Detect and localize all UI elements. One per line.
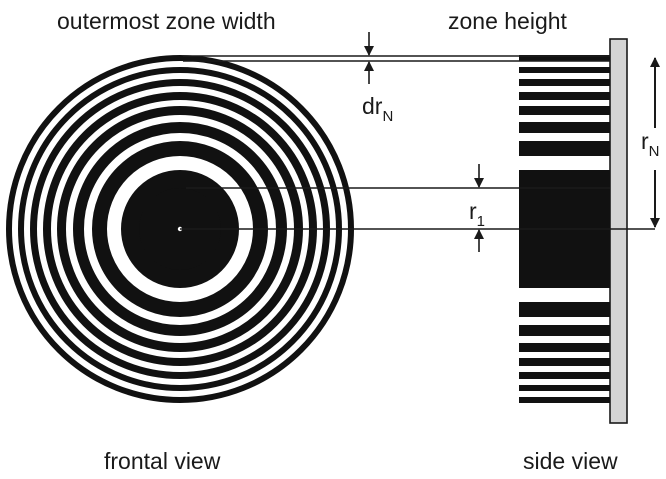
side-bar-bottom-2 [519, 385, 610, 391]
reference-lines [180, 55, 655, 230]
side-bar-top-2 [519, 67, 610, 73]
side-bar-top-1 [519, 55, 610, 61]
side-bar-bottom-3 [519, 372, 610, 379]
label-outermost-zone-width: outermost zone width [57, 8, 276, 34]
side-bar-top-4 [519, 92, 610, 100]
symbol-rN-sub: N [649, 143, 660, 160]
side-bar-top-8 [519, 170, 610, 189]
substrate-membrane [609, 38, 628, 424]
side-bar-top-5 [519, 106, 610, 115]
side-bar-bottom-4 [519, 358, 610, 366]
symbol-rN: rN [641, 128, 660, 160]
label-side-view: side view [523, 448, 618, 474]
symbol-r1: r1 [469, 198, 485, 230]
symbol-rN-main: r [641, 128, 649, 154]
symbol-drN-main: dr [362, 93, 383, 119]
symbol-r1-sub: 1 [477, 213, 485, 230]
side-bar-bottom-7 [519, 302, 610, 317]
side-bar-bottom-5 [519, 343, 610, 352]
side-bar-top-6 [519, 122, 610, 133]
label-zone-height: zone height [448, 8, 568, 34]
symbol-r1-main: r [469, 198, 477, 224]
side-bar-bottom-1 [519, 397, 610, 403]
side-bar-bottom-6 [519, 325, 610, 336]
side-bar-bottom-8 [519, 269, 610, 288]
symbol-drN-sub: N [382, 108, 393, 125]
label-frontal-view: frontal view [104, 448, 221, 474]
side-bar-top-7 [519, 141, 610, 156]
symbol-drN: drN [362, 93, 393, 125]
side-bar-top-3 [519, 79, 610, 86]
